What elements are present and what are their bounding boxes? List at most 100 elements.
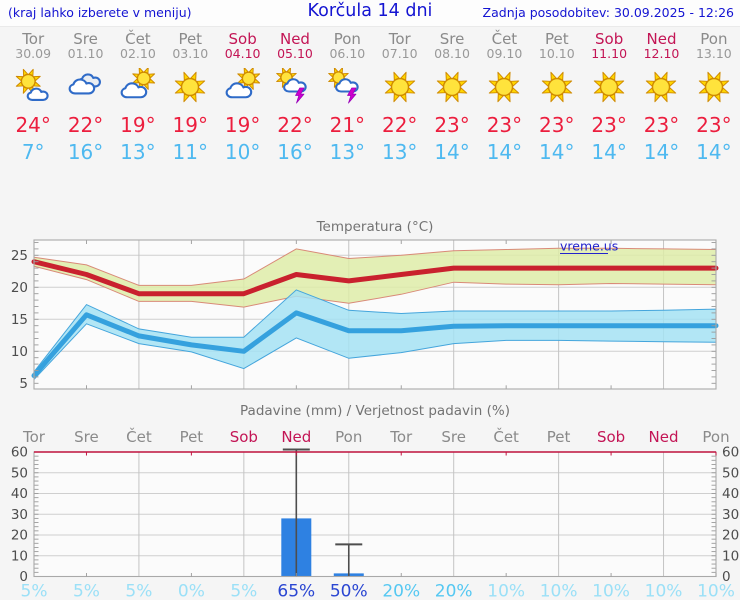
day-column: Pon 13.10 23° 14° (688, 31, 740, 166)
sunny-icon (384, 71, 415, 102)
high-temp: 23° (539, 112, 575, 137)
clouds-icon (68, 72, 101, 95)
precip-probability-label: 5% (125, 582, 152, 600)
sunny-icon (593, 71, 625, 102)
day-name: Ned (646, 30, 677, 48)
day-name: Tor (22, 30, 45, 48)
high-temp: 19° (224, 112, 261, 137)
day-date: 11.10 (591, 46, 628, 62)
sun-cloud-icon (225, 66, 260, 98)
day-name: Pon (700, 30, 728, 48)
low-temp: 14° (539, 139, 575, 164)
low-temp: 11° (172, 139, 208, 164)
precip-probability-label: 50% (330, 582, 368, 600)
precip-probability-label: 10% (487, 582, 525, 600)
precip-day-label: Sre (74, 428, 99, 446)
temperature-chart: Temperatura (°C) 5 10 15 20 25 vreme.us (11, 219, 719, 392)
day-date: 05.10 (277, 46, 313, 62)
high-temp: 24° (15, 112, 51, 137)
day-column: Tor 07.10 22° 13° (374, 31, 426, 166)
day-name: Ned (279, 30, 310, 48)
low-temp: 7° (21, 139, 45, 164)
storm-icon (276, 66, 307, 104)
precipitation-chart: Padavine (mm) / Verjetnost padavin (%) To… (11, 403, 739, 600)
sun-small-cloud-icon (15, 68, 49, 101)
y-axis-label-left: 50 (11, 465, 28, 481)
sunny-icon (489, 71, 520, 102)
day-date: 10.10 (538, 46, 575, 62)
precip-day-label: Pet (180, 428, 204, 446)
precip-probability-label: 20% (435, 582, 473, 600)
min-temp-line (31, 310, 719, 379)
sun-cloud-icon (120, 66, 155, 98)
y-axis-label: 15 (11, 312, 28, 328)
y-axis-label-right: 60 (722, 445, 739, 461)
precip-day-label: Sre (441, 428, 466, 446)
precip-day-label: Čet (493, 427, 519, 446)
precip-day-label: Ned (281, 428, 311, 446)
y-axis-label-right: 40 (722, 486, 739, 502)
high-temp: 19° (172, 112, 208, 137)
day-name: Sob (595, 30, 624, 48)
high-temp: 23° (696, 112, 732, 137)
day-column: Sre 01.10 22° 16° (59, 31, 111, 166)
low-temp: 14° (486, 139, 523, 164)
max-temp-line (31, 259, 719, 297)
precip-probability-label: 5% (230, 582, 257, 600)
y-axis-label-right: 20 (722, 528, 739, 544)
sunny-icon (698, 71, 730, 102)
low-temp: 14° (696, 139, 732, 164)
day-column: Čet 09.10 23° 14° (478, 31, 530, 166)
precip-day-label: Čet (126, 427, 152, 446)
y-axis-label: 5 (19, 376, 28, 392)
low-temp: 14° (434, 139, 470, 164)
day-date: 30.09 (15, 46, 52, 62)
forecast-strip: Tor 30.09 24° 7° Sre 01.10 22° 16° Čet 02.10 19° 13… (7, 31, 740, 166)
day-date: 01.10 (67, 46, 104, 62)
day-column: Sob 11.10 23° 14° (583, 31, 635, 166)
y-axis-label-left: 0 (19, 569, 28, 585)
low-temp: 14° (591, 139, 627, 164)
day-column: Čet 02.10 19° 13° (112, 31, 164, 166)
sunny-icon (541, 71, 572, 102)
high-temp: 22° (381, 112, 418, 137)
precip-probability-label: 10% (697, 582, 735, 600)
y-axis-label-left: 40 (11, 486, 28, 502)
y-axis-label-left: 20 (11, 528, 28, 544)
precip-day-label: Pet (547, 428, 571, 446)
day-column: Sre 08.10 23° 14° (426, 31, 478, 166)
high-temp: 19° (120, 112, 156, 137)
low-temp: 10° (224, 139, 261, 164)
day-column: Sob 04.10 19° 10° (216, 31, 268, 166)
low-temp: 13° (329, 139, 366, 164)
low-temp: 13° (381, 139, 418, 164)
high-temp: 21° (329, 112, 366, 137)
day-date: 02.10 (120, 46, 156, 62)
high-temp: 23° (434, 112, 470, 137)
precip-probability-label: 5% (21, 582, 48, 600)
sunny-icon (436, 71, 468, 102)
precip-probability-label: 65% (277, 582, 315, 600)
low-temp: 14° (643, 139, 680, 164)
temp-chart-title: Temperatura (°C) (316, 219, 434, 235)
y-axis-label: 20 (11, 280, 28, 296)
day-column: Pet 03.10 19° 11° (164, 31, 216, 166)
y-axis-label-right: 30 (722, 507, 739, 523)
day-column: Ned 12.10 23° 14° (635, 31, 687, 166)
last-updated: Zadnja posodobitev: 30.09.2025 - 12:26 (482, 5, 734, 20)
precip-probability-label: 10% (645, 582, 683, 600)
vreme-us-link[interactable]: vreme.us (560, 239, 618, 254)
day-name: Pon (333, 30, 361, 48)
precip-day-label: Sob (597, 428, 625, 446)
day-date: 03.10 (172, 46, 209, 62)
day-date: 09.10 (486, 46, 523, 62)
day-date: 04.10 (224, 46, 261, 62)
header-background (0, 0, 740, 27)
day-name: Sre (73, 30, 98, 48)
sunny-icon (175, 71, 206, 102)
high-temp: 23° (486, 112, 523, 137)
precip-day-label: Tor (389, 428, 413, 446)
y-axis-label: 10 (11, 344, 28, 360)
y-axis-label-left: 10 (11, 548, 28, 564)
